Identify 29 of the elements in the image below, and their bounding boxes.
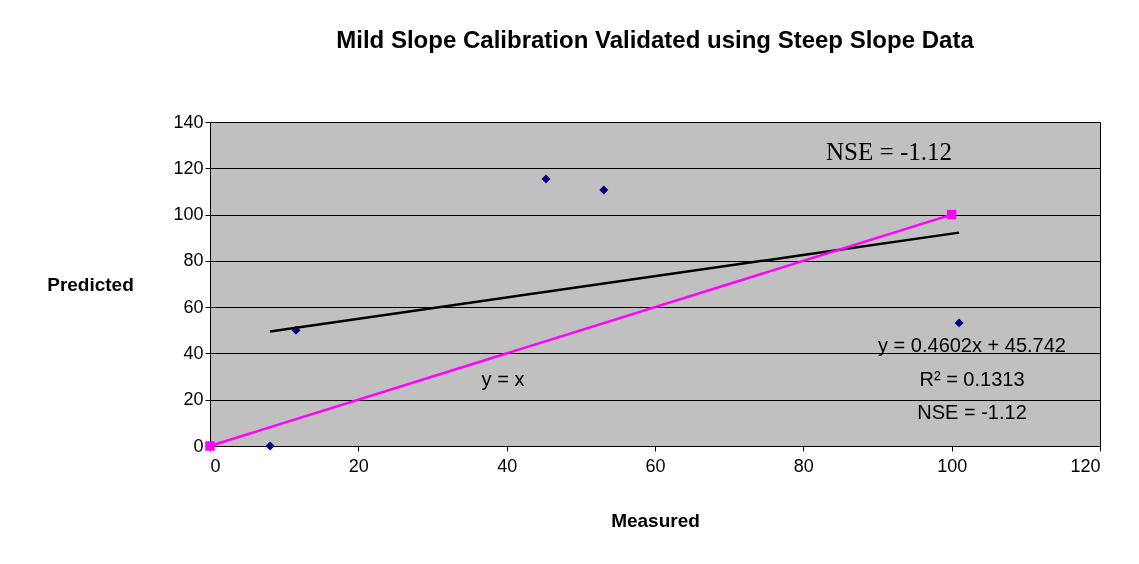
point: [541, 174, 551, 184]
x-axis-title: Measured: [611, 509, 700, 531]
y-tick-label: 80: [183, 250, 204, 271]
x-tick-label: 0: [210, 455, 221, 476]
y-tick-label: 0: [193, 435, 204, 456]
annotation: NSE = -1.12: [917, 401, 1027, 423]
x-tick-label: 60: [645, 455, 666, 476]
point: [265, 441, 275, 451]
x-tick-label: 20: [348, 455, 369, 476]
annotation: NSE = -1.12: [826, 138, 952, 165]
y-tick-label: 140: [173, 111, 204, 132]
y-tick-label: 40: [183, 342, 204, 363]
point: [599, 185, 609, 195]
point: [946, 209, 957, 220]
chart-title: Mild Slope Calibration Validated using Steep Slope Data: [336, 26, 975, 53]
x-tick-label: 100: [937, 455, 968, 476]
x-tick-label: 120: [1070, 455, 1101, 476]
y-tick-label: 60: [183, 296, 204, 317]
x-tick-label: 80: [793, 455, 814, 476]
point: [954, 318, 964, 328]
annotation: y = 0.4602x + 45.742: [878, 334, 1066, 356]
x-tick-label: 40: [497, 455, 518, 476]
y-tick-label: 20: [183, 389, 204, 410]
point: [205, 441, 215, 451]
y-tick-label: 120: [173, 157, 204, 178]
annotation: y = x: [481, 368, 525, 390]
y-axis-title: Predicted: [47, 273, 134, 295]
y-tick-label: 100: [173, 204, 204, 225]
annotation: R² = 0.1313: [919, 368, 1025, 390]
